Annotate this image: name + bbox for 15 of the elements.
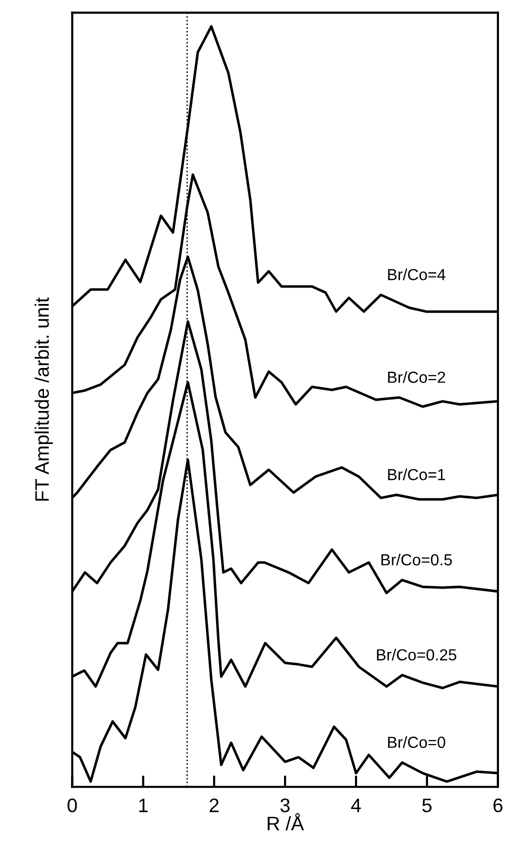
x-tick-label: 2 <box>210 798 219 812</box>
series-label: Br/Co=1 <box>388 468 446 480</box>
series-label: Br/Co=0 <box>388 736 446 748</box>
x-axis-title: R /Å <box>268 813 304 830</box>
x-tick-label: 5 <box>422 798 432 812</box>
x-tick-label: 6 <box>494 798 502 812</box>
x-tick-label: 4 <box>351 798 361 812</box>
x-tick-label: 3 <box>280 798 290 812</box>
x-tick-label: 1 <box>139 798 148 812</box>
series-label: Br/Co=0.5 <box>381 554 452 566</box>
series-label: Br/Co=2 <box>388 371 446 383</box>
series-label: Br/Co=4 <box>388 268 446 280</box>
series-label: Br/Co=0.25 <box>377 648 456 661</box>
x-tick-label: 0 <box>68 798 77 812</box>
y-axis-title: FT Amplitude /arbit. unit <box>34 297 53 501</box>
